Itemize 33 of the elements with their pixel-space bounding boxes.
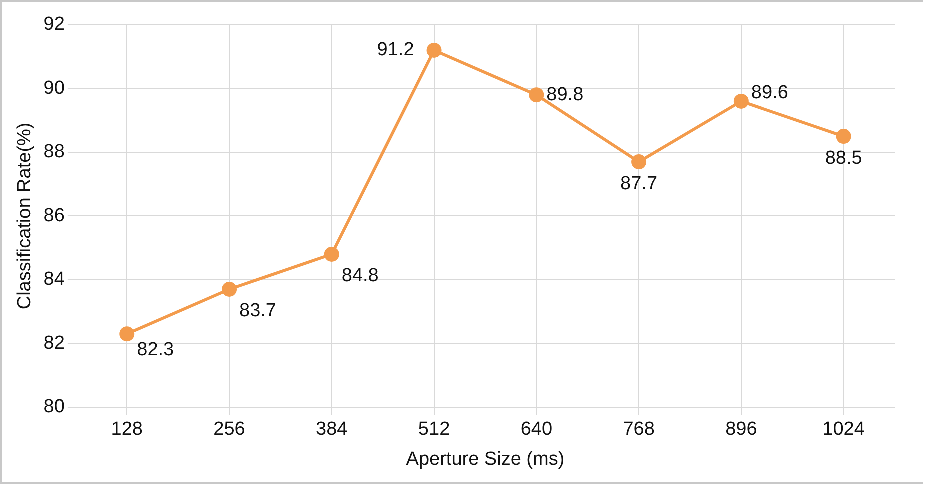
x-axis-title: Aperture Size (ms) <box>406 448 565 470</box>
x-tick-label: 640 <box>520 419 553 440</box>
point <box>120 326 135 342</box>
point <box>632 154 647 170</box>
x-tick-label: 896 <box>726 419 758 440</box>
point <box>324 246 340 262</box>
y-tick-label: 88 <box>44 142 65 163</box>
data-label: 89.8 <box>546 84 584 106</box>
data-label: 83.7 <box>240 300 276 322</box>
point <box>529 88 544 103</box>
y-axis-title: Classification Rate(%) <box>14 122 36 310</box>
data-label: 89.6 <box>751 82 788 104</box>
x-tick-label: 128 <box>111 419 143 440</box>
data-label: 91.2 <box>377 40 414 61</box>
y-tick-label: 86 <box>44 205 65 226</box>
data-label: 87.7 <box>620 173 658 194</box>
y-tick-label: 84 <box>44 269 66 290</box>
point <box>734 94 749 109</box>
point <box>222 282 238 297</box>
y-tick-label: 82 <box>44 332 65 354</box>
y-tick-label: 90 <box>44 78 65 99</box>
point <box>836 129 852 144</box>
point <box>426 42 442 58</box>
data-label: 88.5 <box>825 148 862 169</box>
y-tick-label: 92 <box>44 14 65 36</box>
x-tick-label: 1024 <box>822 419 866 440</box>
x-tick-label: 512 <box>418 419 450 440</box>
x-tick-label: 256 <box>214 419 246 440</box>
x-tick-label: 384 <box>316 419 348 440</box>
x-tick-label: 768 <box>623 419 655 440</box>
y-tick-label: 80 <box>44 396 65 418</box>
data-label: 84.8 <box>342 266 379 287</box>
data-label: 82.3 <box>137 339 174 360</box>
